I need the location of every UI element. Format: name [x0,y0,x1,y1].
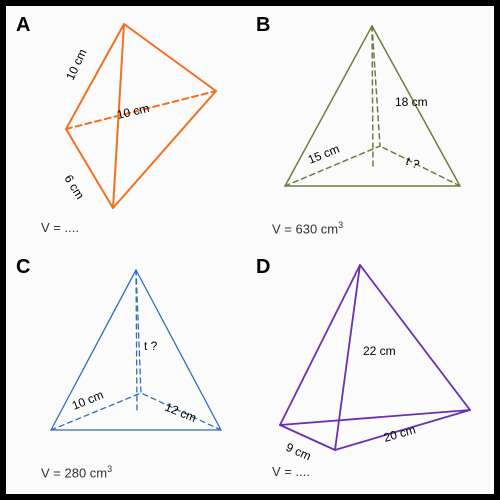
caption-a: V = .... [41,220,79,235]
svg-text:t ?: t ? [404,154,422,172]
svg-text:22 cm: 22 cm [363,344,396,358]
svg-text:20 cm: 20 cm [382,422,417,444]
pyramid-b: 18 cm 15 cm t ? [250,6,494,216]
svg-text:12 cm: 12 cm [163,400,199,425]
page: A 10 cm10 cm6 cm V = .... B 18 cm15 cmt … [6,6,494,494]
pyramid-c: t ? 10 cm 12 cm [6,250,250,460]
pyramid-a: 10 cm 10 cm 6 cm [6,6,250,216]
caption-d: V = .... [272,464,310,479]
svg-text:6 cm: 6 cm [61,172,87,201]
panel-b: B 18 cm15 cmt ? V = 630 cm3 [250,6,494,250]
caption-c: V = 280 cm3 [41,464,112,480]
svg-text:t ?: t ? [144,339,158,353]
svg-text:18 cm: 18 cm [395,95,428,109]
panel-c: C t ?10 cm12 cm V = 280 cm3 [6,250,250,494]
svg-text:10 cm: 10 cm [70,388,106,413]
caption-b: V = 630 cm3 [272,220,343,236]
panel-d: D 22 cm20 cm9 cm V = .... [250,250,494,494]
svg-text:10 cm: 10 cm [116,101,151,122]
svg-text:9 cm: 9 cm [284,440,313,460]
pyramid-d: 22 cm 20 cm 9 cm [250,250,494,460]
svg-text:15 cm: 15 cm [306,142,342,167]
svg-text:10 cm: 10 cm [63,47,90,83]
panel-a: A 10 cm10 cm6 cm V = .... [6,6,250,250]
